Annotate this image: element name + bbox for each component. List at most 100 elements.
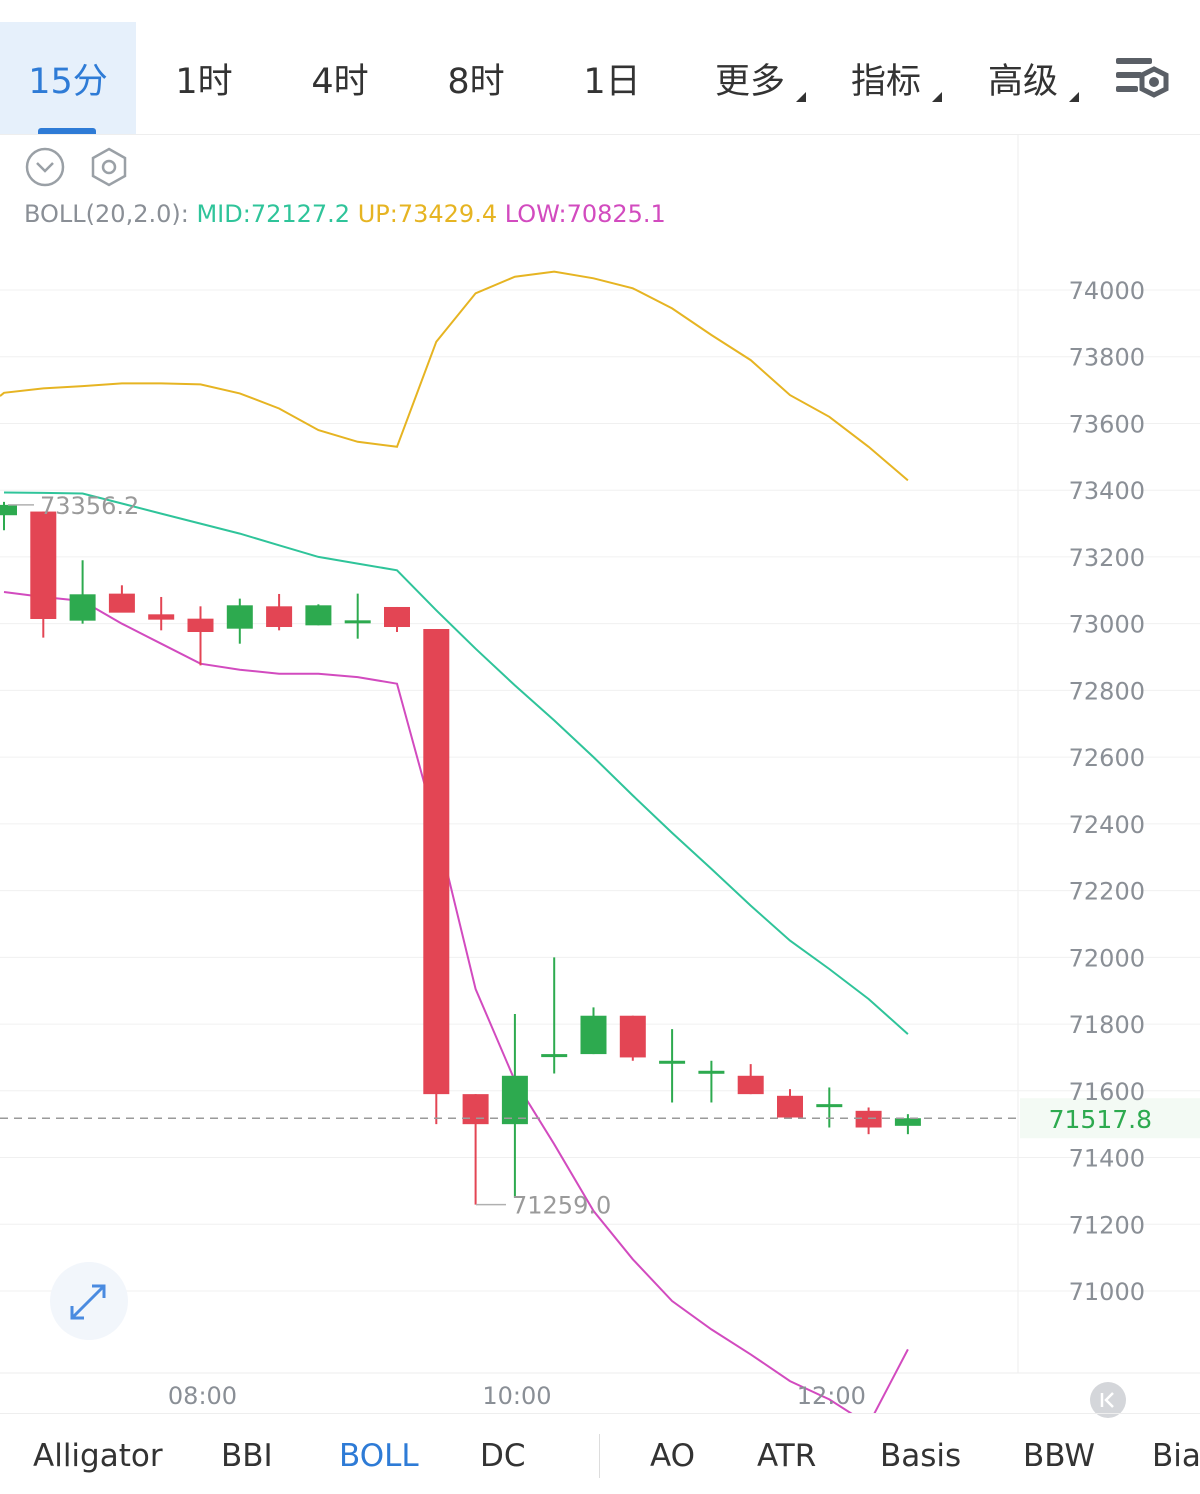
tab-15m[interactable]: 15分 — [0, 22, 136, 134]
indicator-bias[interactable]: Bia — [1152, 1438, 1200, 1474]
candle-body — [541, 1054, 568, 1058]
y-tick-label: 71800 — [1069, 1011, 1145, 1039]
candle — [816, 1087, 843, 1128]
legend-low-value: 70825.1 — [566, 200, 666, 228]
tab-label: 更多 — [714, 61, 785, 102]
expand-arrows-icon — [70, 1284, 106, 1320]
jump-to-latest-icon — [1100, 1392, 1114, 1408]
indicator-atr[interactable]: ATR — [757, 1438, 817, 1474]
candle-body — [816, 1104, 843, 1108]
tab-indicators-dropdown[interactable]: 指标 — [826, 22, 946, 134]
chart-settings-icon[interactable] — [1114, 52, 1172, 104]
candle-body — [462, 1094, 489, 1125]
indicator-bbi[interactable]: BBI — [221, 1438, 273, 1474]
candle — [423, 629, 450, 1125]
x-tick-label: 08:00 — [168, 1382, 237, 1410]
indicator-alligator[interactable]: Alligator — [33, 1438, 163, 1474]
candle-body — [148, 614, 175, 620]
legend-up-label: UP: — [357, 200, 398, 228]
x-tick-label: 12:00 — [797, 1382, 866, 1410]
tab-label: 15分 — [28, 61, 108, 102]
tab-8h[interactable]: 8时 — [408, 22, 544, 134]
y-tick-label: 72400 — [1069, 811, 1145, 839]
legend-mid-value: 72127.2 — [250, 200, 351, 228]
tab-1h[interactable]: 1时 — [136, 22, 272, 134]
candle — [305, 604, 332, 626]
candle — [659, 1029, 686, 1103]
tab-4h[interactable]: 4时 — [272, 22, 408, 134]
candle — [69, 560, 96, 624]
last-price-tag — [1020, 1098, 1200, 1139]
candle-body — [30, 511, 57, 619]
y-tick-label: 74000 — [1069, 277, 1145, 305]
tab-more-dropdown[interactable]: 更多 — [690, 22, 810, 134]
jump-to-latest-button[interactable] — [1090, 1382, 1126, 1418]
candle-body — [619, 1015, 646, 1058]
tab-advanced-dropdown[interactable]: 高级 — [963, 22, 1083, 134]
legend-mid-label: MID: — [196, 200, 251, 228]
tab-label: 1日 — [583, 61, 641, 102]
candle — [344, 593, 371, 639]
candle-body — [698, 1070, 725, 1074]
chevron-down-circle-icon[interactable] — [24, 146, 66, 188]
candle-body — [384, 606, 410, 628]
indicator-ao[interactable]: AO — [650, 1438, 696, 1474]
y-tick-label: 73400 — [1069, 477, 1145, 505]
dropdown-caret-icon — [1069, 92, 1079, 102]
x-tick-label: 10:00 — [482, 1382, 551, 1410]
candle — [148, 596, 175, 631]
legend-low-label: LOW: — [504, 200, 567, 228]
y-tick-label: 71000 — [1069, 1278, 1145, 1306]
candle — [462, 1094, 489, 1205]
candle — [619, 1015, 646, 1061]
candle-body — [344, 620, 371, 624]
candle — [187, 606, 214, 666]
candle-body — [777, 1095, 803, 1118]
boll-up-line — [0, 270, 909, 482]
indicator-selector-bar: Alligator BBI BOLL DC AO ATR Basis BBW B… — [0, 1413, 1200, 1494]
y-tick-label: 72600 — [1069, 744, 1145, 772]
indicator-bbw[interactable]: BBW — [1023, 1438, 1096, 1474]
candle — [266, 593, 293, 631]
candle — [737, 1064, 764, 1095]
candle — [30, 511, 57, 638]
y-tick-label: 73000 — [1069, 611, 1145, 639]
active-tab-indicator — [38, 128, 96, 134]
y-tick-label: 72800 — [1069, 677, 1145, 705]
legend-indicator-name: BOLL(20,2.0): — [24, 200, 189, 228]
tab-1d[interactable]: 1日 — [544, 22, 680, 134]
expand-chart-button[interactable] — [50, 1262, 128, 1340]
candle-body — [226, 605, 253, 629]
candle — [501, 1014, 528, 1198]
indicator-dc[interactable]: DC — [480, 1438, 526, 1474]
candle — [894, 1114, 921, 1135]
candle-body — [659, 1060, 686, 1064]
y-tick-label: 73200 — [1069, 544, 1145, 572]
low-annotation-label: 71259.0 — [512, 1192, 611, 1220]
candle-body — [423, 629, 450, 1095]
indicator-boll[interactable]: BOLL — [339, 1438, 419, 1474]
indicator-basis[interactable]: Basis — [880, 1438, 962, 1474]
boll-low-line — [3, 591, 909, 1413]
y-tick-label: 71600 — [1069, 1078, 1145, 1106]
tab-label: 4时 — [311, 61, 369, 102]
candle — [108, 585, 135, 613]
timeframe-tab-bar: 15分 1时 4时 8时 1日 更多 指标 高级 — [0, 0, 1200, 135]
price-chart[interactable]: 71517.8 73356.2 71259.0 74000 73800 73600 734… — [0, 135, 1200, 1413]
tab-label: 指标 — [850, 61, 921, 102]
candle-body — [266, 606, 293, 628]
boll-legend: BOLL(20,2.0): MID:72127.2 UP:73429.4 LOW… — [24, 200, 666, 228]
tab-label: 高级 — [987, 61, 1058, 102]
candle-body — [894, 1118, 921, 1126]
candle — [226, 598, 253, 644]
y-tick-label: 72000 — [1069, 944, 1145, 972]
candle-body — [737, 1075, 764, 1095]
tab-label: 1时 — [175, 61, 233, 102]
candle — [580, 1007, 607, 1055]
boll-mid-line — [3, 491, 909, 1035]
last-price-label: 71517.8 — [1049, 1105, 1152, 1134]
y-tick-label: 71400 — [1069, 1145, 1145, 1173]
candle-body — [855, 1110, 882, 1128]
y-tick-label: 72200 — [1069, 878, 1145, 906]
hexagon-settings-icon[interactable] — [88, 146, 130, 188]
